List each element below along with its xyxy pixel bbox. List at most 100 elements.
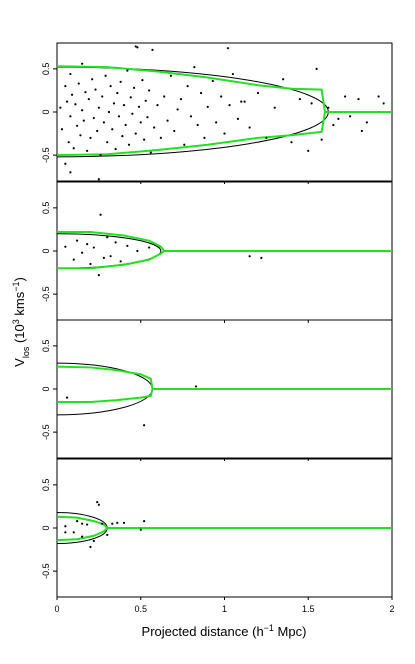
data-point (211, 79, 214, 83)
data-point (131, 112, 134, 115)
data-point (273, 106, 276, 109)
data-point (136, 249, 139, 253)
data-point (307, 149, 310, 152)
data-point (64, 85, 67, 88)
data-point (194, 385, 198, 388)
data-point (106, 141, 109, 144)
x-tick-label: 0 (54, 604, 59, 614)
data-point (203, 136, 206, 139)
data-point (189, 115, 193, 118)
data-point (159, 136, 162, 139)
data-point (97, 106, 100, 109)
panel-3: -0.5 0 0.5 (41, 319, 393, 461)
data-point (183, 143, 186, 146)
data-point (121, 135, 124, 138)
data-point (97, 503, 100, 506)
data-point (226, 47, 229, 50)
data-point (315, 67, 318, 70)
data-point (69, 171, 72, 174)
data-point (99, 213, 102, 216)
data-point (327, 106, 330, 109)
x-tick-label: 0.5 (134, 604, 147, 614)
caustic-upper (56, 65, 392, 113)
data-point (144, 99, 147, 102)
data-point (193, 66, 196, 69)
data-point (81, 62, 84, 65)
data-point (74, 103, 77, 106)
data-point (126, 69, 129, 72)
data-point (146, 116, 149, 119)
data-point (86, 149, 89, 152)
data-point (89, 545, 92, 549)
data-point (96, 129, 99, 133)
data-point (101, 522, 104, 525)
data-point (148, 89, 151, 92)
panel-2: -0.5 0 0.5 (41, 181, 393, 323)
ellipse-curve (56, 362, 153, 416)
data-point (243, 100, 246, 103)
data-point (92, 539, 95, 543)
panel-4: -0.5 0 0.5 (41, 458, 393, 600)
panel-1: -0.5 0 0.5 (41, 42, 393, 184)
data-point (72, 531, 75, 534)
caustic-lower (56, 527, 108, 542)
y-tick-label: -0.5 (41, 147, 51, 163)
data-point (248, 255, 251, 258)
x-tick-label: 1.5 (302, 604, 315, 614)
data-point (199, 91, 203, 95)
data-point (101, 95, 104, 98)
data-point (129, 96, 132, 99)
data-point (114, 147, 117, 151)
data-point (65, 100, 69, 103)
data-point (332, 123, 335, 127)
data-point (139, 528, 142, 531)
data-point (109, 85, 112, 88)
data-point (377, 95, 380, 98)
data-point (92, 116, 95, 120)
data-point (186, 85, 189, 88)
data-point (119, 260, 122, 263)
data-point (64, 162, 67, 165)
data-point (86, 243, 89, 246)
data-point (169, 74, 172, 77)
data-point (173, 129, 176, 133)
data-point (112, 102, 116, 105)
data-point (143, 424, 146, 427)
data-point (122, 104, 126, 107)
caustic-upper (56, 365, 392, 390)
data-point (320, 138, 323, 141)
caustic-upper (56, 515, 392, 529)
y-tick-label: 0.5 (41, 479, 51, 492)
data-point (72, 258, 75, 261)
caustic-lower (57, 388, 154, 403)
data-point (106, 533, 109, 537)
data-point (149, 151, 152, 154)
data-point (91, 78, 94, 81)
y-tick-label: 0 (41, 109, 51, 114)
data-point (119, 80, 122, 83)
data-point (349, 115, 352, 118)
data-point (236, 117, 239, 120)
caustic-lower (57, 250, 165, 270)
caustic-upper (57, 231, 392, 252)
data-point (344, 95, 347, 98)
data-point (290, 141, 293, 144)
data-point (106, 236, 109, 239)
y-tick-label: 0 (41, 248, 51, 253)
x-tick-label: 2 (389, 604, 394, 614)
data-point (84, 91, 87, 94)
data-point (59, 106, 62, 109)
data-point (360, 129, 363, 133)
data-point (139, 121, 142, 124)
data-point (104, 74, 107, 77)
data-point (76, 239, 79, 242)
data-point (64, 525, 67, 528)
ellipse-curve (56, 66, 329, 158)
data-point (298, 97, 301, 101)
data-point (166, 119, 169, 122)
data-point (97, 178, 100, 181)
data-point (132, 86, 136, 89)
data-point (176, 108, 179, 111)
data-point (265, 136, 268, 139)
